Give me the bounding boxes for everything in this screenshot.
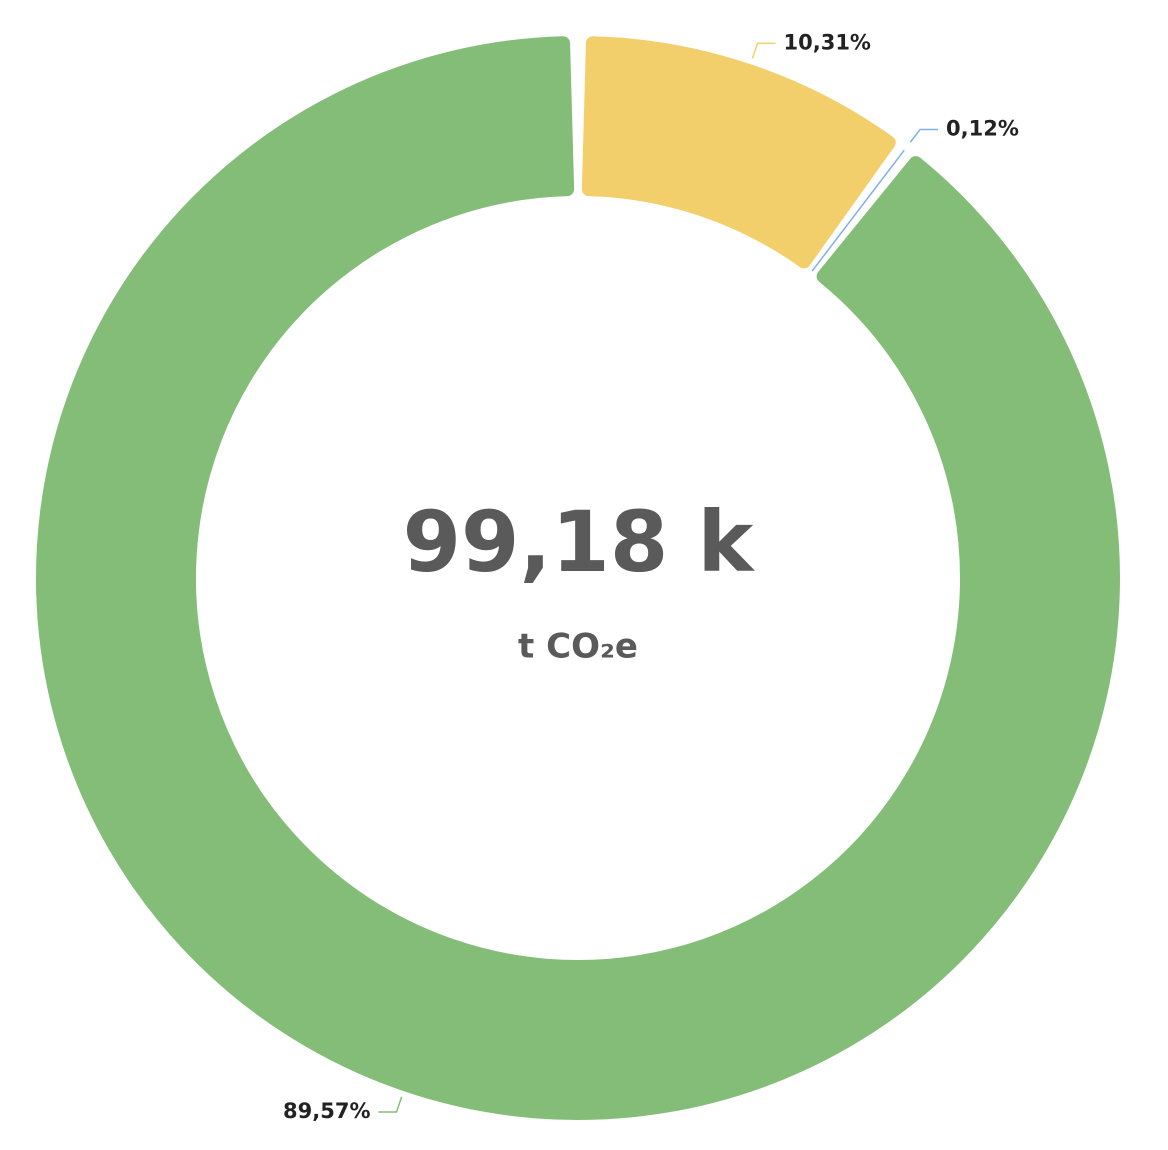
donut-slice [811,149,905,272]
leader-line [751,42,776,59]
slice-label: 89,57% [283,1099,370,1123]
center-value: 99,18 k [403,493,756,591]
leader-line [378,1096,403,1113]
slice-label: 0,12% [946,117,1019,141]
center-unit: t CO₂e [518,627,638,667]
donut-slice [36,36,1120,1120]
donut-slice [581,36,896,269]
leader-line [909,128,939,143]
slice-label: 10,31% [784,30,871,54]
